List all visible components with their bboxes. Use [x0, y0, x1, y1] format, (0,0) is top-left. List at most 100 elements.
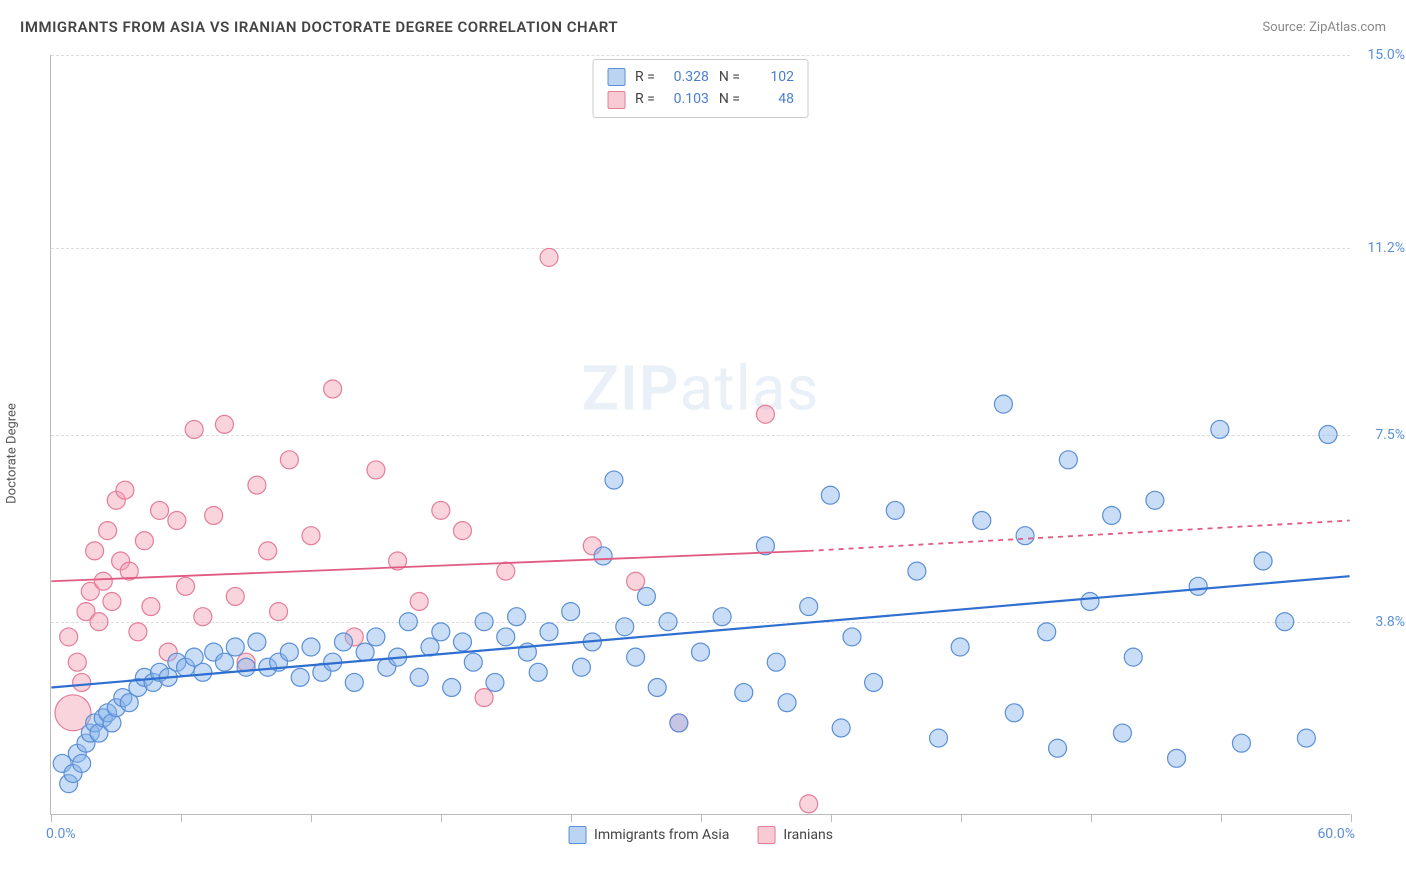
data-point [778, 694, 796, 712]
data-point [168, 512, 186, 530]
data-point [573, 658, 591, 676]
x-tick [1091, 814, 1092, 822]
data-point [865, 673, 883, 691]
data-point [562, 603, 580, 621]
data-point [99, 522, 117, 540]
correlation-legend: R = 0.328 N = 102 R = 0.103 N = 48 [592, 59, 809, 118]
data-point [453, 522, 471, 540]
data-point [432, 623, 450, 641]
pink-swatch-icon [757, 826, 775, 844]
x-tick [51, 814, 52, 822]
data-point [215, 653, 233, 671]
trend-line [51, 551, 808, 581]
data-point [1059, 451, 1077, 469]
data-point [616, 618, 634, 636]
data-point [399, 613, 417, 631]
data-point [930, 729, 948, 747]
data-point [226, 638, 244, 656]
data-point [345, 673, 363, 691]
y-tick-label: 7.5% [1355, 427, 1405, 443]
data-point [194, 608, 212, 626]
data-point [86, 542, 104, 560]
x-tick [311, 814, 312, 822]
data-point [60, 628, 78, 646]
chart-svg [51, 55, 1350, 814]
data-point [475, 689, 493, 707]
blue-swatch-icon [607, 68, 625, 86]
data-point [735, 684, 753, 702]
data-point [129, 623, 147, 641]
data-point [1168, 749, 1186, 767]
data-point [951, 638, 969, 656]
data-point [767, 653, 785, 671]
data-point [291, 668, 309, 686]
data-point [756, 405, 774, 423]
data-point [843, 628, 861, 646]
data-point [334, 633, 352, 651]
data-point [432, 501, 450, 519]
x-tick [181, 814, 182, 822]
data-point [1189, 577, 1207, 595]
legend-item-blue: Immigrants from Asia [568, 826, 729, 844]
plot-area: R = 0.328 N = 102 R = 0.103 N = 48 ZIPat… [50, 55, 1350, 815]
blue-r-value: 0.328 [665, 66, 709, 88]
data-point [540, 248, 558, 266]
data-point [356, 643, 374, 661]
data-point [540, 623, 558, 641]
data-point [248, 633, 266, 651]
data-point [908, 562, 926, 580]
pink-swatch-icon [607, 91, 625, 109]
legend-row-pink: R = 0.103 N = 48 [607, 88, 794, 110]
trend-line [809, 521, 1350, 551]
data-point [1016, 527, 1034, 545]
data-point [508, 608, 526, 626]
data-point [692, 643, 710, 661]
header-row: IMMIGRANTS FROM ASIA VS IRANIAN DOCTORAT… [20, 18, 1386, 36]
data-point [135, 532, 153, 550]
data-point [237, 658, 255, 676]
data-point [1276, 613, 1294, 631]
data-point [594, 547, 612, 565]
x-axis-min-label: 0.0% [46, 826, 76, 842]
y-tick-label: 11.2% [1355, 240, 1405, 256]
data-point [73, 673, 91, 691]
data-point [1081, 592, 1099, 610]
data-point [464, 653, 482, 671]
data-point [1146, 491, 1164, 509]
data-point [280, 451, 298, 469]
data-point [90, 613, 108, 631]
y-axis-label: Doctorate Degree [5, 403, 20, 504]
data-point [215, 415, 233, 433]
blue-swatch-icon [568, 826, 586, 844]
data-point [142, 598, 160, 616]
data-point [800, 598, 818, 616]
data-point [605, 471, 623, 489]
data-point [421, 638, 439, 656]
legend-label-pink: Iranians [783, 827, 833, 843]
data-point [205, 506, 223, 524]
data-point [194, 663, 212, 681]
data-point [1038, 623, 1056, 641]
data-point [497, 628, 515, 646]
y-tick-label: 3.8% [1355, 614, 1405, 630]
data-point [302, 638, 320, 656]
data-point [270, 603, 288, 621]
data-point [713, 608, 731, 626]
series-legend: Immigrants from Asia Iranians [568, 826, 833, 844]
data-point [886, 501, 904, 519]
data-point [226, 587, 244, 605]
data-point [443, 679, 461, 697]
x-tick [571, 814, 572, 822]
n-label: N = [719, 88, 740, 110]
data-point [1254, 552, 1272, 570]
x-tick [701, 814, 702, 822]
data-point [1103, 506, 1121, 524]
n-label: N = [719, 66, 740, 88]
data-point [94, 572, 112, 590]
data-point [529, 663, 547, 681]
data-point [1113, 724, 1131, 742]
data-point [1297, 729, 1315, 747]
data-point [973, 512, 991, 530]
data-point [1124, 648, 1142, 666]
data-point [1232, 734, 1250, 752]
